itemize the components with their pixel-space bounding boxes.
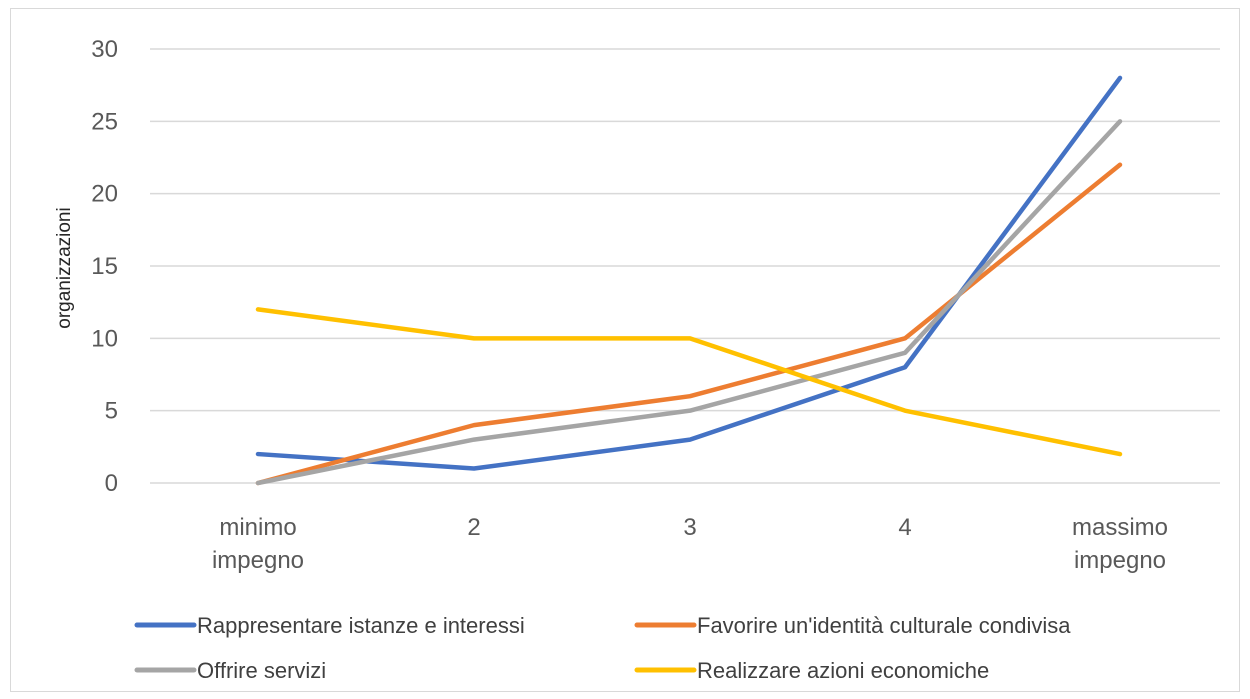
x-axis-ticks: minimo impegno 2 3 4 massimo impegno bbox=[212, 514, 1168, 574]
x-tick-label-line: impegno bbox=[212, 547, 304, 574]
gridlines bbox=[150, 48, 1220, 484]
series-line-1 bbox=[255, 75, 1123, 471]
x-tick-label-line: 3 bbox=[683, 514, 696, 541]
legend-label: Favorire un'identità culturale condivisa bbox=[697, 613, 1071, 638]
y-tick-label: 0 bbox=[105, 470, 118, 497]
x-tick-label: minimo impegno bbox=[212, 514, 304, 574]
y-tick-label: 20 bbox=[91, 181, 118, 208]
series-line-3 bbox=[255, 119, 1123, 486]
y-tick-label: 10 bbox=[91, 325, 118, 352]
legend-label: Realizzare azioni economiche bbox=[697, 658, 989, 683]
x-tick-label: 2 bbox=[467, 514, 480, 541]
series-lines bbox=[255, 75, 1123, 486]
x-tick-label-line: massimo bbox=[1072, 514, 1168, 541]
x-tick-label-line: impegno bbox=[1074, 547, 1166, 574]
x-tick-label-line: minimo bbox=[219, 514, 296, 541]
legend-label: Offrire servizi bbox=[197, 658, 326, 683]
series-line-2 bbox=[255, 162, 1123, 486]
y-tick-label: 5 bbox=[105, 398, 118, 425]
y-axis-label: organizzazioni bbox=[54, 207, 75, 328]
y-tick-label: 30 bbox=[91, 36, 118, 63]
x-tick-label: 4 bbox=[898, 514, 911, 541]
series-line-4 bbox=[255, 307, 1123, 457]
x-tick-label: massimo impegno bbox=[1072, 514, 1168, 574]
y-tick-label: 25 bbox=[91, 108, 118, 135]
y-axis-ticks: 0 5 10 15 20 25 30 bbox=[91, 36, 118, 497]
x-tick-label-line: 4 bbox=[898, 514, 911, 541]
y-tick-label: 15 bbox=[91, 253, 118, 280]
legend: Rappresentare istanze e interessi Favorir… bbox=[134, 613, 1071, 683]
x-tick-label-line: 2 bbox=[467, 514, 480, 541]
legend-label: Rappresentare istanze e interessi bbox=[197, 613, 525, 638]
x-tick-label: 3 bbox=[683, 514, 696, 541]
